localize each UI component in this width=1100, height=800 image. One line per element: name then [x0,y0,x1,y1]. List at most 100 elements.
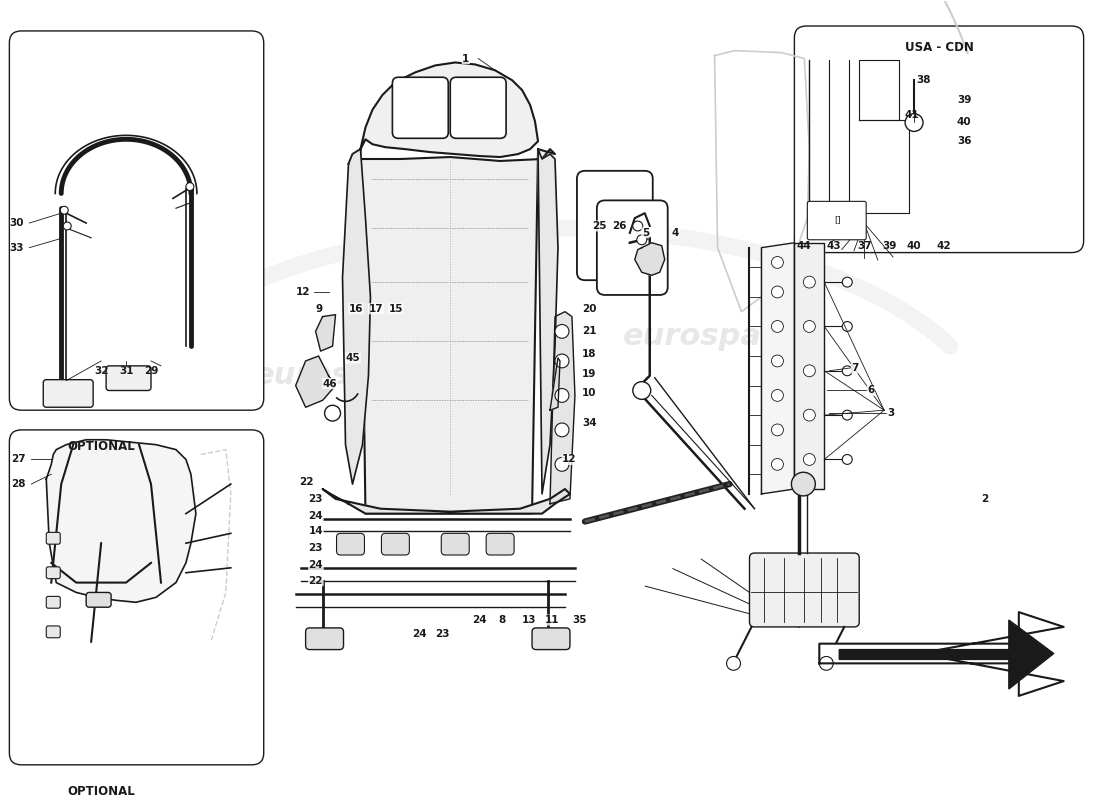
Text: 10: 10 [582,389,596,398]
Circle shape [803,321,815,332]
Text: 46: 46 [322,378,338,389]
Text: 29: 29 [144,366,158,376]
Text: 9: 9 [316,304,322,314]
Text: eurospares: eurospares [624,322,816,351]
Text: 11: 11 [544,615,560,625]
Circle shape [186,182,194,190]
Text: 44: 44 [798,241,812,250]
FancyBboxPatch shape [749,553,859,627]
FancyBboxPatch shape [86,593,111,607]
Circle shape [324,406,341,421]
Text: OPTIONAL: OPTIONAL [67,785,135,798]
Polygon shape [550,312,575,504]
FancyBboxPatch shape [441,534,470,555]
Text: 3: 3 [887,408,894,418]
Polygon shape [550,358,560,410]
Text: 16: 16 [349,304,363,314]
Text: 1: 1 [462,54,470,63]
Text: 38: 38 [916,75,931,85]
Circle shape [637,235,647,245]
Text: 25: 25 [592,221,606,231]
Text: 15: 15 [388,304,403,314]
FancyBboxPatch shape [10,31,264,410]
Polygon shape [342,149,371,484]
Text: 37: 37 [857,241,871,250]
FancyBboxPatch shape [46,567,60,578]
Polygon shape [322,489,570,514]
Text: 17: 17 [368,304,383,314]
FancyBboxPatch shape [337,534,364,555]
Circle shape [820,657,834,670]
FancyBboxPatch shape [486,534,514,555]
FancyBboxPatch shape [576,171,652,280]
Circle shape [771,390,783,402]
Text: 34: 34 [582,418,596,428]
Text: 35: 35 [572,615,586,625]
Circle shape [803,365,815,377]
Circle shape [843,410,852,420]
Text: 22: 22 [298,477,314,487]
Polygon shape [820,612,1064,696]
Text: 40: 40 [957,117,971,126]
Text: 36: 36 [957,136,971,146]
Text: 42: 42 [937,241,952,250]
Circle shape [905,114,923,131]
Polygon shape [361,62,538,157]
Circle shape [632,221,642,231]
Circle shape [632,382,651,399]
Text: 7: 7 [851,363,859,373]
Text: eurospares: eurospares [254,362,447,390]
Circle shape [63,222,72,230]
Polygon shape [46,440,196,602]
Text: 13: 13 [522,615,537,625]
Text: 12: 12 [296,287,310,297]
FancyBboxPatch shape [306,628,343,650]
Text: USA - CDN: USA - CDN [904,41,974,54]
Text: 24: 24 [309,510,323,521]
Text: 20: 20 [582,304,596,314]
Circle shape [843,322,852,331]
Text: 19: 19 [582,369,596,378]
FancyBboxPatch shape [10,430,264,765]
FancyBboxPatch shape [532,628,570,650]
Text: 40: 40 [906,241,922,250]
Circle shape [803,454,815,466]
Text: 22: 22 [309,576,323,586]
Text: []: [] [834,215,840,225]
Polygon shape [296,356,336,407]
Text: 32: 32 [94,366,109,376]
FancyBboxPatch shape [393,78,449,138]
Text: 8: 8 [498,615,505,625]
Text: 12: 12 [562,454,576,465]
Text: 39: 39 [957,95,971,105]
Text: 24: 24 [472,615,487,625]
Text: 27: 27 [11,454,26,465]
Text: 23: 23 [309,494,323,504]
Text: 14: 14 [309,526,323,536]
Polygon shape [316,314,336,351]
Circle shape [556,423,569,437]
Text: 24: 24 [309,560,323,570]
Text: OPTIONAL: OPTIONAL [67,440,135,453]
Circle shape [771,355,783,367]
Polygon shape [794,242,824,489]
Text: 45: 45 [345,353,360,363]
Circle shape [843,366,852,376]
FancyBboxPatch shape [46,596,60,608]
Text: 4: 4 [672,228,679,238]
Circle shape [771,458,783,470]
FancyBboxPatch shape [450,78,506,138]
FancyBboxPatch shape [807,202,866,240]
Polygon shape [761,242,794,494]
Circle shape [803,276,815,288]
Text: 41: 41 [904,110,918,120]
Text: 30: 30 [10,218,24,228]
Circle shape [791,472,815,496]
Circle shape [771,286,783,298]
FancyBboxPatch shape [46,626,60,638]
Polygon shape [839,620,1054,689]
FancyBboxPatch shape [382,534,409,555]
Text: 2: 2 [981,494,988,504]
Circle shape [556,354,569,368]
Text: 43: 43 [827,241,842,250]
